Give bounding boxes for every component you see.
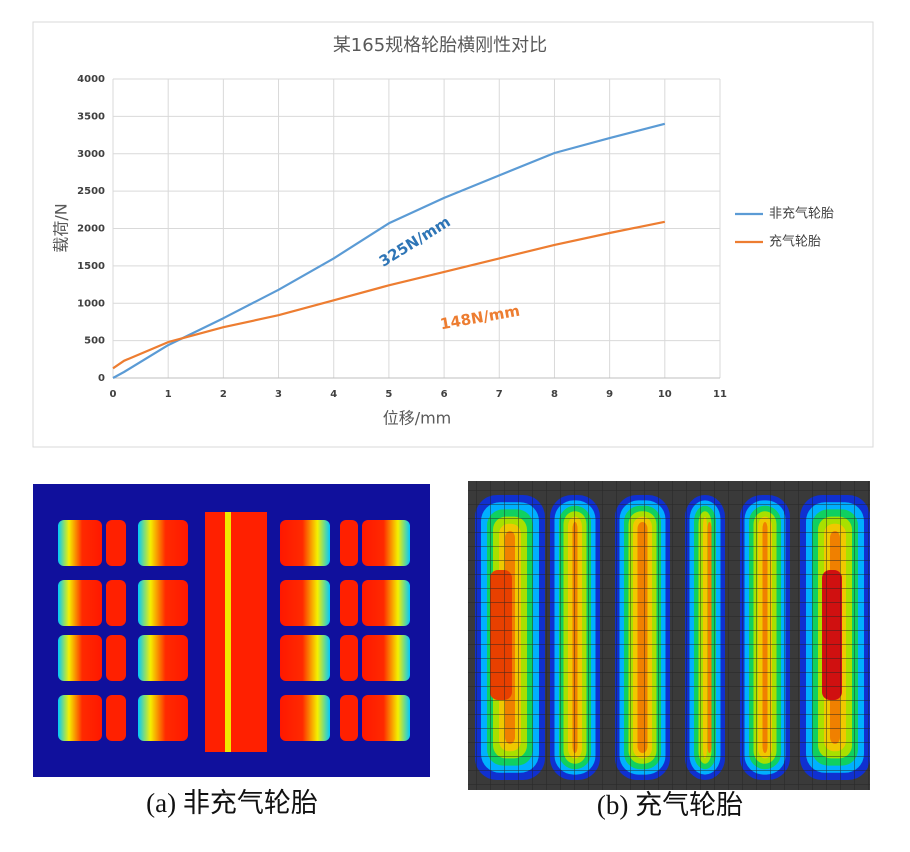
tread-block	[58, 695, 102, 741]
x-tick-label: 1	[165, 389, 172, 400]
footprint-b	[468, 481, 870, 790]
center-rib	[205, 512, 267, 752]
y-tick-label: 1000	[77, 298, 105, 309]
tread-block	[138, 580, 188, 626]
tread-block	[362, 520, 410, 566]
tread-block	[280, 520, 330, 566]
tread-block	[138, 520, 188, 566]
tread-block	[138, 695, 188, 741]
caption: (a) 非充气轮胎	[146, 788, 318, 818]
y-tick-label: 3000	[77, 149, 105, 160]
tread-block	[58, 635, 102, 681]
x-tick-label: 2	[220, 389, 227, 400]
x-tick-label: 4	[330, 389, 337, 400]
tread-block	[106, 635, 126, 681]
center-rib-edge	[225, 512, 231, 752]
footprint-a	[33, 484, 430, 777]
tread-block	[362, 695, 410, 741]
tread-block	[280, 580, 330, 626]
y-tick-label: 2000	[77, 224, 105, 235]
legend-label: 充气轮胎	[769, 234, 821, 250]
y-tick-label: 4000	[77, 74, 105, 85]
y-tick-label: 2500	[77, 186, 105, 197]
chart-title: 某165规格轮胎横刚性对比	[333, 35, 547, 56]
y-axis-label: 载荷/N	[52, 203, 71, 252]
tread-block	[340, 520, 358, 566]
x-tick-label: 5	[385, 389, 392, 400]
y-tick-label: 0	[98, 373, 105, 384]
x-tick-label: 10	[658, 389, 672, 400]
tread-block	[340, 580, 358, 626]
tread-block	[138, 635, 188, 681]
tread-block	[340, 695, 358, 741]
legend-label: 非充气轮胎	[769, 206, 834, 222]
tread-block	[58, 520, 102, 566]
tread-block	[362, 580, 410, 626]
x-tick-label: 3	[275, 389, 282, 400]
tread-block	[280, 635, 330, 681]
x-tick-label: 8	[551, 389, 558, 400]
caption: (b) 充气轮胎	[597, 790, 743, 820]
x-tick-label: 11	[713, 389, 727, 400]
tread-block	[106, 520, 126, 566]
y-tick-label: 500	[84, 336, 105, 347]
tread-block	[58, 580, 102, 626]
series-line	[112, 122, 666, 379]
x-tick-label: 7	[496, 389, 503, 400]
x-tick-label: 6	[441, 389, 448, 400]
y-tick-label: 3500	[77, 111, 105, 122]
x-tick-label: 0	[110, 389, 117, 400]
chart-frame	[32, 21, 874, 448]
tread-block	[106, 580, 126, 626]
series-line	[112, 220, 666, 370]
tread-block	[280, 695, 330, 741]
y-tick-label: 1500	[77, 261, 105, 272]
tread-block	[362, 635, 410, 681]
tread-block	[106, 695, 126, 741]
x-tick-label: 9	[606, 389, 613, 400]
tread-block	[340, 635, 358, 681]
x-axis-label: 位移/mm	[383, 409, 452, 428]
